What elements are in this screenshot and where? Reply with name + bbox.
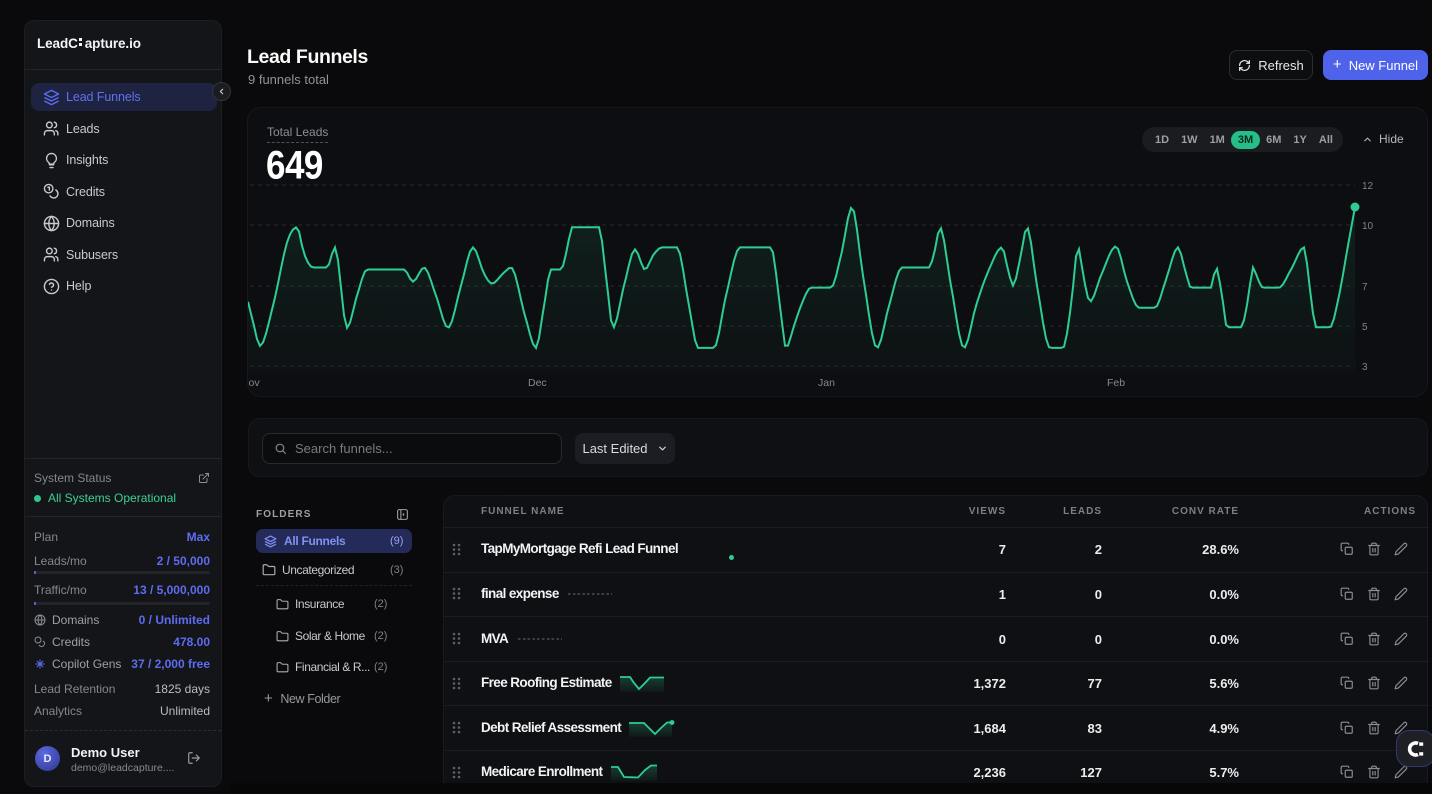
svg-text:5: 5 [1362, 322, 1368, 333]
svg-text:Dec: Dec [528, 377, 547, 389]
svg-text:Feb: Feb [1107, 377, 1125, 389]
svg-text:7: 7 [1362, 282, 1368, 293]
svg-text:12: 12 [1362, 181, 1374, 192]
svg-text:ov: ov [249, 377, 261, 389]
svg-text:Jan: Jan [818, 377, 835, 389]
svg-text:3: 3 [1362, 362, 1368, 373]
svg-text:10: 10 [1362, 221, 1374, 232]
